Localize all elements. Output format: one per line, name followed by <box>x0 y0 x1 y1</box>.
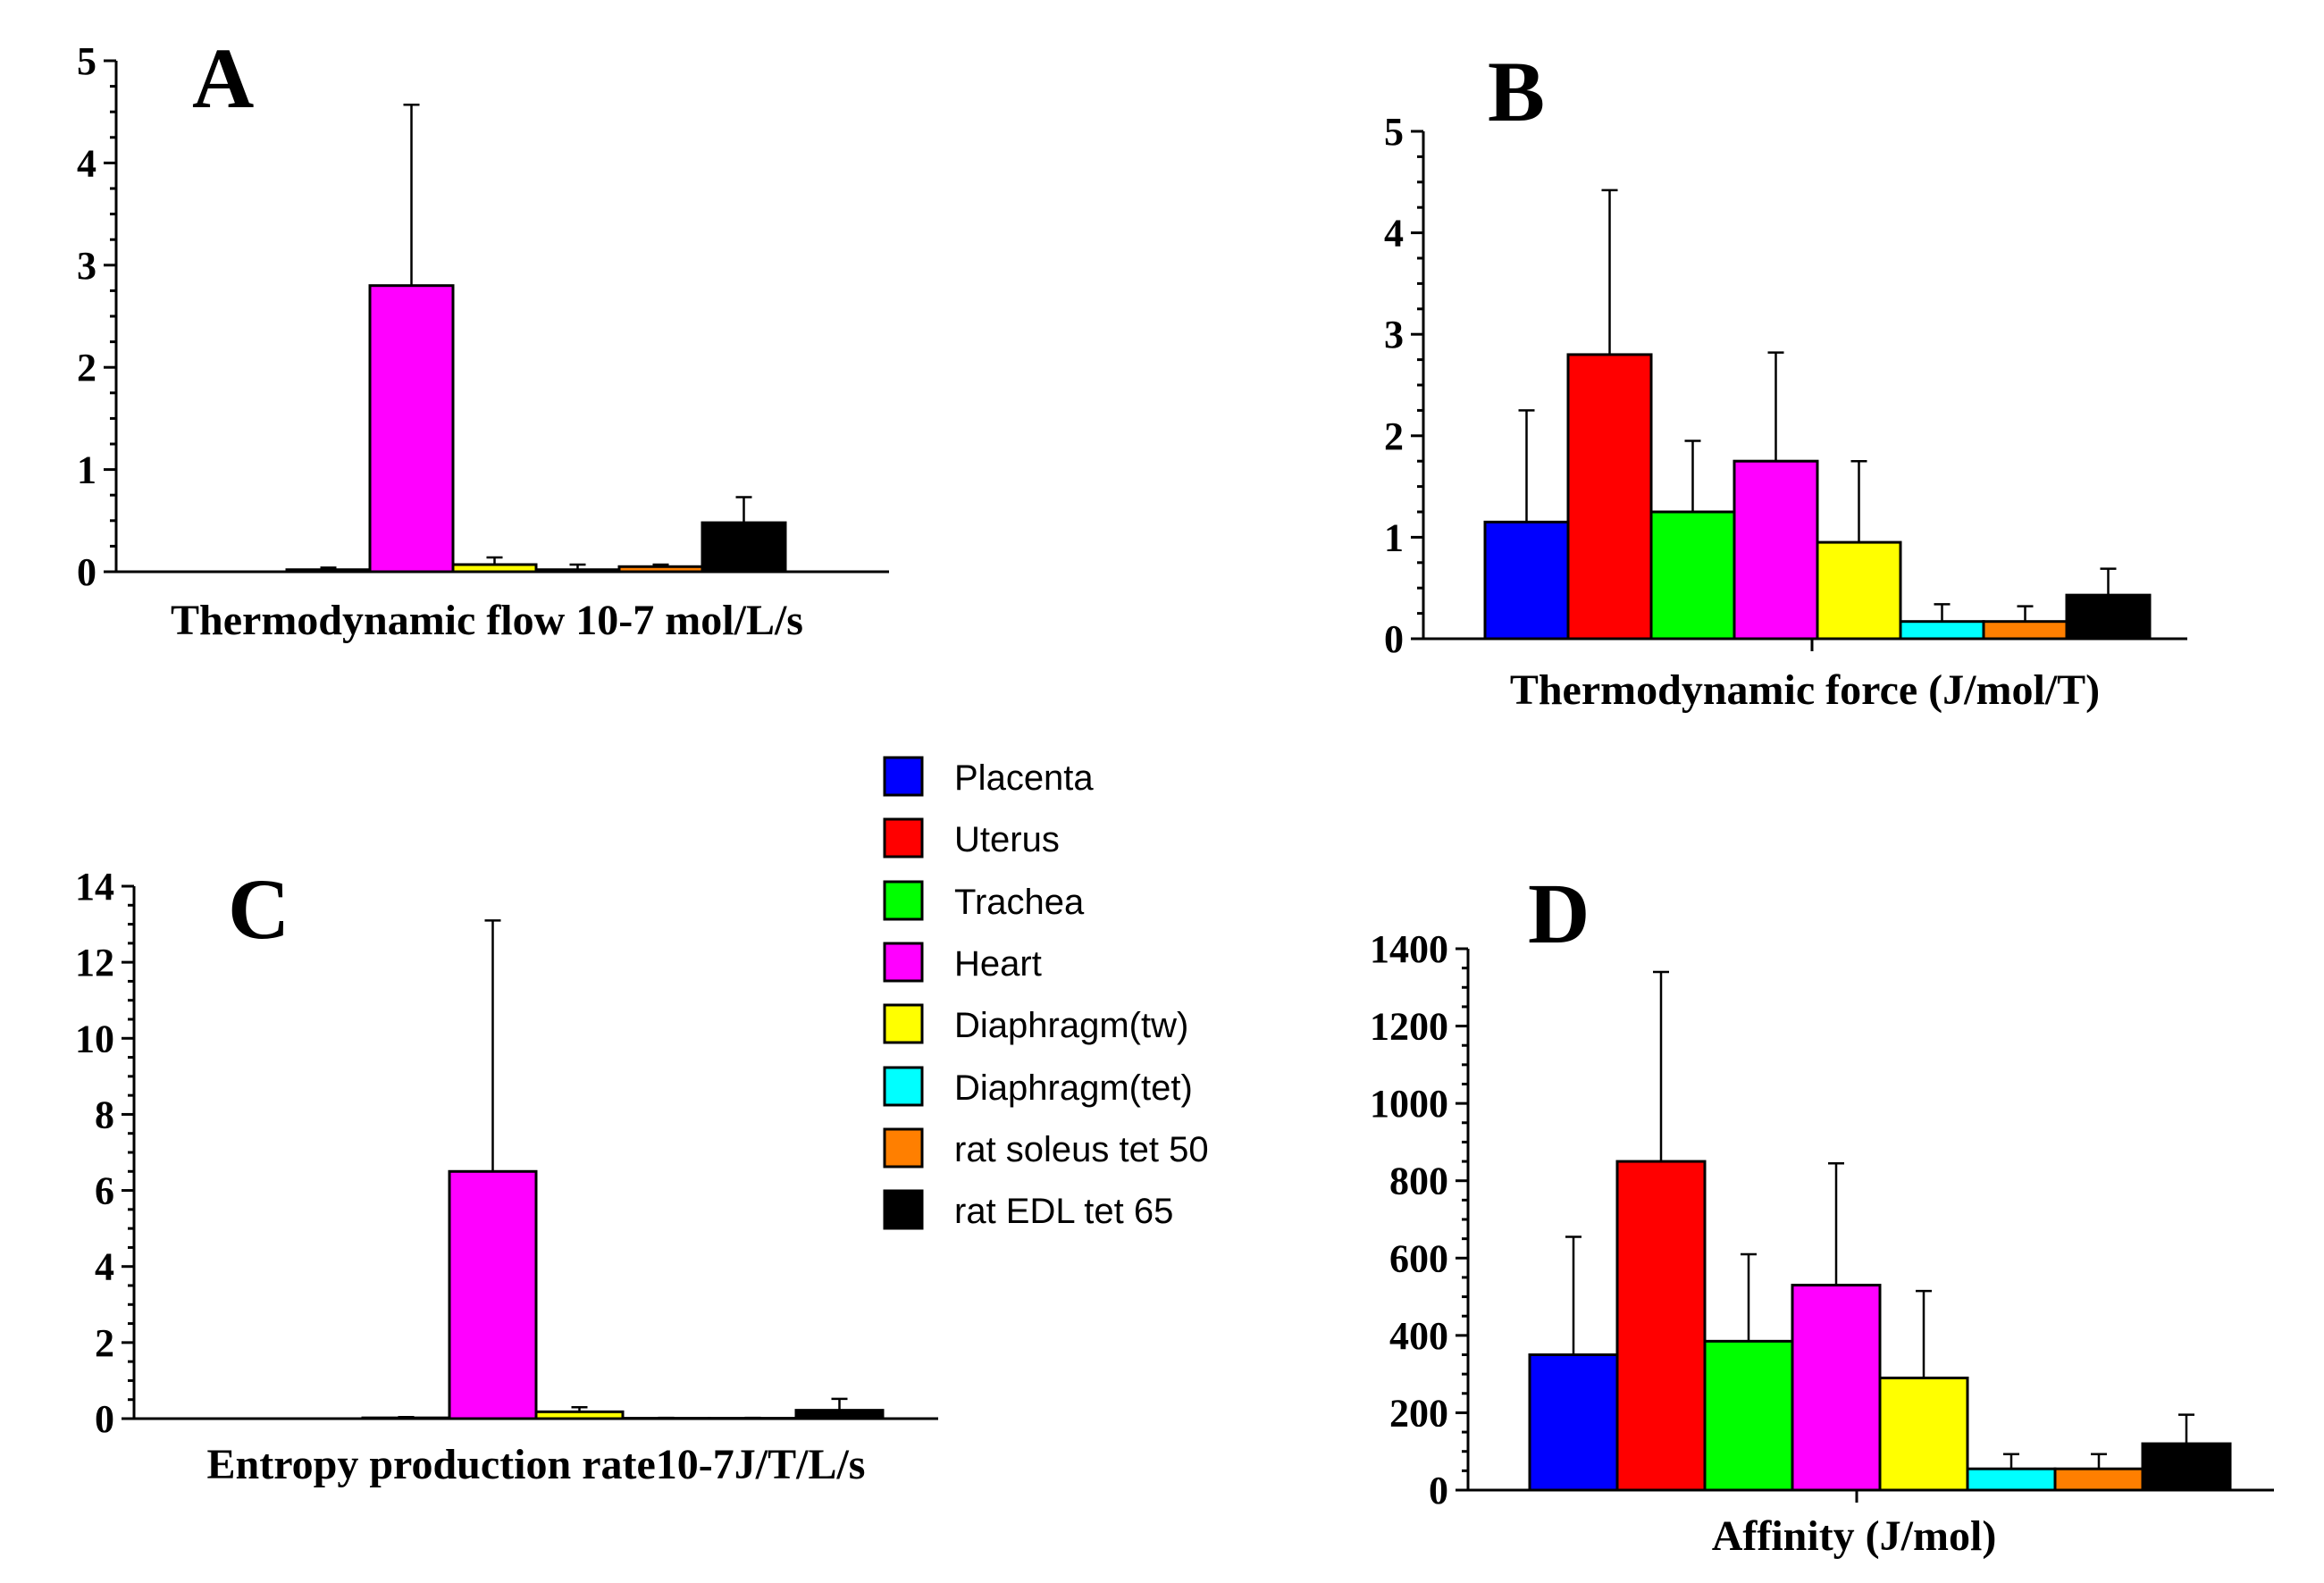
bar-heart <box>1791 1284 1882 1492</box>
y-tick-label: 1 <box>1384 515 1404 559</box>
y-tick-label: 600 <box>1389 1236 1448 1280</box>
legend-label-heart: Heart <box>954 944 1042 984</box>
bar-diaphragm-tw <box>1878 1376 1969 1492</box>
bar-heart <box>1733 459 1819 641</box>
x-axis-label: Entropy production rate10-7J/T/L/s <box>207 1441 866 1488</box>
bar-rat-edl-tet-65 <box>2141 1442 2232 1492</box>
legend-swatch-trachea <box>883 880 924 921</box>
y-tick-label: 0 <box>77 550 96 594</box>
bar-rat-soleus-tet-50 <box>2053 1467 2144 1492</box>
panel-d: D 0 200 400 600 800 1000 1200 1400 Affinity (J/mo… <box>1370 866 2274 1560</box>
bar-diaphragm-tet <box>534 568 621 574</box>
panel-a: A 0 1 2 3 4 5 Thermodynamic flow 10-7 mol/L/s <box>77 30 889 644</box>
panel-label: A <box>192 30 254 126</box>
legend-item: rat soleus tet 50 <box>883 1127 1209 1169</box>
y-tick-label: 12 <box>75 941 114 984</box>
bar-trachea <box>1703 1339 1794 1492</box>
x-axis-label: Thermodynamic flow 10-7 mol/L/s <box>171 597 803 644</box>
legend-item: Heart <box>883 942 1042 984</box>
y-tick-label: 1000 <box>1370 1082 1448 1126</box>
legend-label-uterus: Uterus <box>954 820 1060 859</box>
legend-item: rat EDL tet 65 <box>883 1189 1173 1231</box>
y-tick-label: 0 <box>1429 1469 1448 1512</box>
bar-rat-soleus-tet-50 <box>1982 620 2068 641</box>
y-tick-label: 400 <box>1389 1314 1448 1358</box>
bar-diaphragm-tet <box>1966 1467 2057 1492</box>
y-tick-label: 1400 <box>1370 927 1448 971</box>
x-axis-label: Affinity (J/mol) <box>1712 1512 1997 1560</box>
legend-label-rat-soleus: rat soleus tet 50 <box>954 1130 1209 1169</box>
y-tick-label: 5 <box>77 39 96 83</box>
legend-item: Placenta <box>883 756 1094 798</box>
legend-swatch-heart <box>883 942 924 983</box>
legend-item: Diaphragm(tet) <box>883 1066 1193 1108</box>
legend-item: Trachea <box>883 880 1085 922</box>
y-tick-label: 8 <box>95 1093 114 1136</box>
y-tick-label: 2 <box>95 1321 114 1365</box>
y-tick-label: 5 <box>1384 110 1404 154</box>
y-tick-label: 2 <box>1384 415 1404 458</box>
y-tick-label: 0 <box>95 1397 114 1441</box>
panel-label: C <box>228 861 289 957</box>
legend-swatch-rat-soleus <box>883 1127 924 1168</box>
panel-label: D <box>1528 866 1590 961</box>
legend-swatch-diaphragm-tw <box>883 1003 924 1044</box>
y-tick-label: 10 <box>75 1017 114 1060</box>
bar-uterus <box>1566 353 1653 641</box>
y-tick-label: 6 <box>95 1169 114 1213</box>
y-tick-label: 4 <box>77 141 96 185</box>
bar-placenta <box>1528 1353 1619 1492</box>
y-tick-label: 0 <box>1384 617 1404 661</box>
y-tick-label: 200 <box>1389 1391 1448 1435</box>
legend: Placenta Uterus Trachea Heart Diaphragm(… <box>883 756 1209 1231</box>
bar-rat-edl-tet-65 <box>701 521 787 574</box>
bar-heart <box>448 1169 538 1420</box>
y-tick-label: 4 <box>95 1245 114 1289</box>
y-tick-label: 14 <box>75 865 114 909</box>
bar-heart <box>368 284 455 574</box>
legend-swatch-diaphragm-tet <box>883 1066 924 1107</box>
panel-b: B 0 1 2 3 4 5 Thermodynamic force (J/mol/T) <box>1384 44 2187 714</box>
panel-label: B <box>1488 44 1545 139</box>
panel-c: C 0 2 4 6 8 10 12 14 Entropy production rate10-7J… <box>75 861 938 1488</box>
bar-diaphragm-tw <box>534 1410 625 1420</box>
legend-label-placenta: Placenta <box>954 758 1094 798</box>
y-tick-label: 3 <box>1384 313 1404 356</box>
bar-rat-edl-tet-65 <box>794 1409 885 1420</box>
x-axis-label: Thermodynamic force (J/mol/T) <box>1510 666 2100 714</box>
bar-trachea <box>285 568 372 574</box>
bar-rat-edl-tet-65 <box>2065 593 2152 641</box>
bar-diaphragm-tw <box>451 563 538 574</box>
legend-swatch-placenta <box>883 756 924 797</box>
bar-rat-soleus-tet-50 <box>617 565 704 574</box>
bar-trachea <box>1649 510 1736 641</box>
legend-label-diaphragm-tw: Diaphragm(tw) <box>954 1006 1188 1045</box>
bar-diaphragm-tw <box>1816 540 1902 641</box>
legend-swatch-rat-edl <box>883 1189 924 1230</box>
bar-diaphragm-tet <box>1899 620 1985 641</box>
bar-placenta <box>1483 520 1570 641</box>
bar-uterus <box>1615 1160 1707 1492</box>
legend-label-rat-edl: rat EDL tet 65 <box>954 1192 1173 1231</box>
y-tick-label: 800 <box>1389 1160 1448 1203</box>
y-tick-label: 2 <box>77 346 96 389</box>
y-tick-label: 3 <box>77 244 96 288</box>
y-tick-label: 1200 <box>1370 1005 1448 1049</box>
y-tick-label: 4 <box>1384 212 1404 255</box>
legend-label-diaphragm-tet: Diaphragm(tet) <box>954 1068 1193 1108</box>
legend-label-trachea: Trachea <box>954 883 1085 922</box>
y-tick-label: 1 <box>77 448 96 492</box>
legend-item: Diaphragm(tw) <box>883 1003 1188 1045</box>
legend-item: Uterus <box>883 817 1060 859</box>
legend-swatch-uterus <box>883 817 924 859</box>
